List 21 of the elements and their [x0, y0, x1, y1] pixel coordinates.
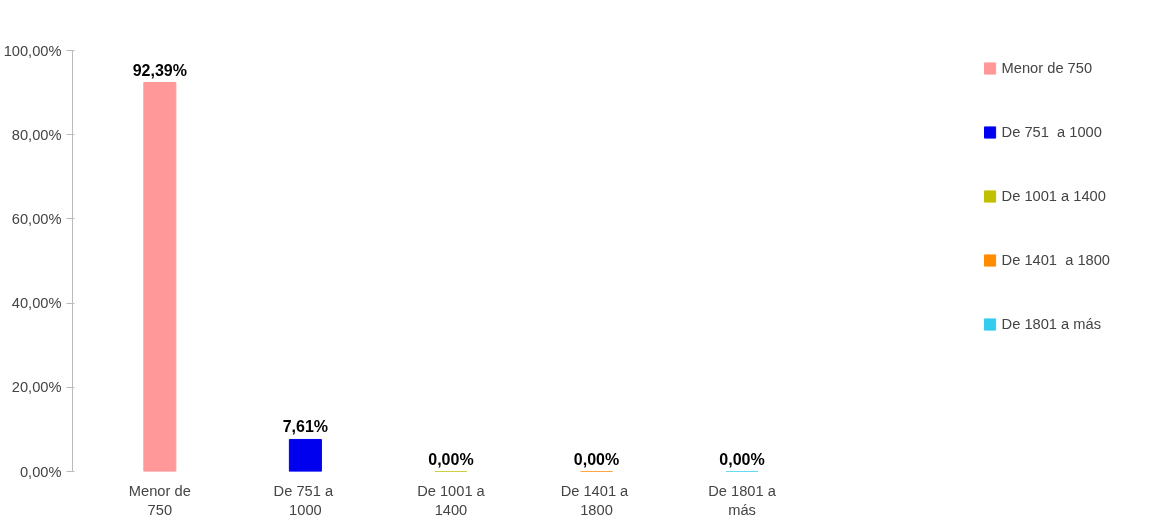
y-tick-label: 0,00% [19, 463, 62, 480]
legend-label: De 1801 a más [1001, 316, 1102, 332]
y-tick-label: 100,00% [3, 42, 62, 59]
legend-label: De 751 a 1000 [1001, 124, 1102, 140]
x-tick-label: Menor de 750 [128, 482, 191, 518]
x-tick-label: De 1001 a 1400 [417, 482, 486, 518]
data-label: 0,00% [573, 450, 620, 468]
y-tick-label: 40,00% [11, 295, 62, 312]
legend-label: De 1001 a 1400 [1001, 188, 1106, 204]
data-label: 0,00% [719, 450, 765, 468]
x-tick-label: De 1401 a 1800 [560, 482, 630, 518]
data-label: 0,00% [428, 450, 474, 468]
x-tick-label: De 751 a 1000 [273, 482, 334, 518]
y-tick-label: 20,00% [11, 379, 62, 396]
data-label: 7,61% [282, 418, 329, 436]
x-tick-label: De 1801 a más [708, 482, 777, 518]
data-label: 92,39% [132, 61, 187, 79]
y-tick-label: 80,00% [11, 126, 62, 143]
legend-label: Menor de 750 [1001, 60, 1093, 76]
legend-label: De 1401 a 1800 [1001, 252, 1110, 268]
y-tick-label: 60,00% [11, 210, 62, 227]
